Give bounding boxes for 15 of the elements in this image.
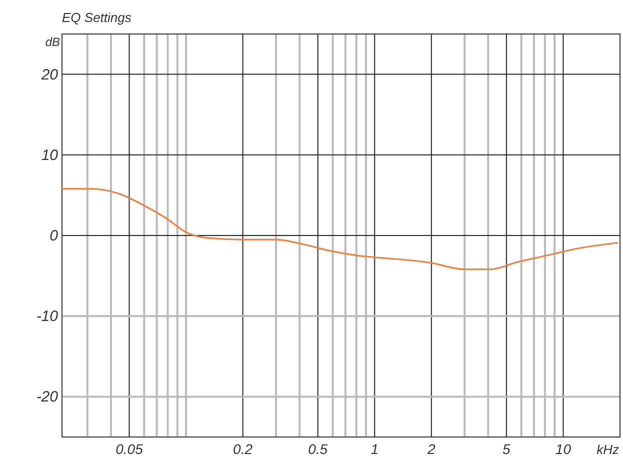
y-tick-label: 20 bbox=[40, 66, 59, 84]
x-tick-label: 0.2 bbox=[233, 441, 253, 457]
y-tick-label: 0 bbox=[50, 228, 59, 244]
x-tick-label: 2 bbox=[426, 441, 436, 457]
x-tick-label: 5 bbox=[502, 441, 511, 457]
x-tick-label: 0.05 bbox=[116, 441, 144, 457]
y-axis-title: dB bbox=[45, 35, 60, 49]
y-tick-label: -20 bbox=[36, 388, 59, 406]
y-tick-label: -10 bbox=[36, 308, 59, 326]
x-tick-label: 1 bbox=[370, 441, 379, 457]
x-tick-label: 0.5 bbox=[308, 441, 328, 457]
y-tick-label: 10 bbox=[41, 146, 59, 164]
x-axis-title: kHz bbox=[596, 442, 620, 457]
x-tick-label: 10 bbox=[555, 441, 572, 457]
chart-title: EQ Settings bbox=[62, 10, 132, 25]
